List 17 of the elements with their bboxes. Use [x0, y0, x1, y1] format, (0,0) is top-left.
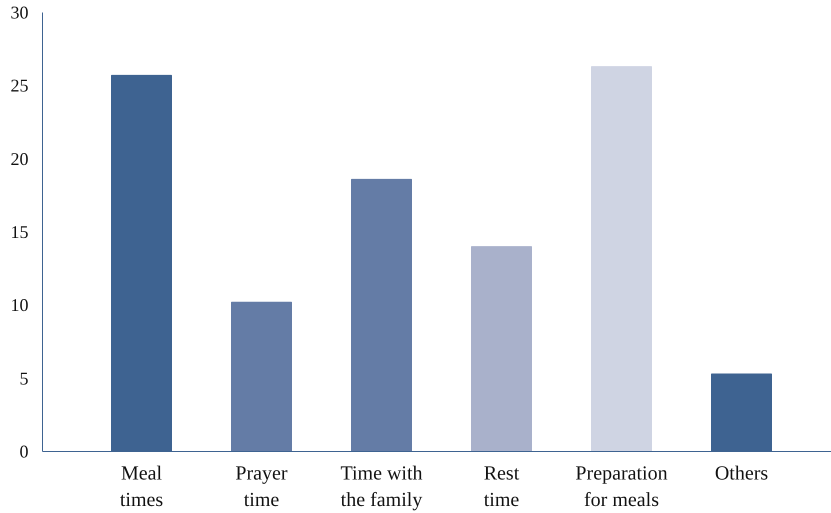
bar [591, 66, 652, 452]
y-tick-label: 0 [20, 442, 28, 462]
bar [351, 178, 412, 452]
y-tick-label: 10 [10, 295, 28, 316]
x-tick-label: Rest time [484, 462, 520, 511]
y-tick-label: 5 [20, 368, 28, 388]
x-tick-label: Meal times [120, 462, 164, 511]
y-tick-label: 30 [10, 2, 28, 22]
x-tick-label: Prayer time [235, 462, 288, 511]
y-tick-label: 15 [10, 222, 28, 242]
y-tick-label: 25 [10, 76, 28, 96]
bar [231, 302, 292, 452]
y-tick-label: 20 [10, 148, 28, 169]
x-tick-label: Time with the family [340, 462, 423, 511]
x-tick-label: Preparation for meals [575, 462, 668, 511]
bar [471, 246, 532, 452]
x-tick-label: Others [714, 462, 768, 484]
